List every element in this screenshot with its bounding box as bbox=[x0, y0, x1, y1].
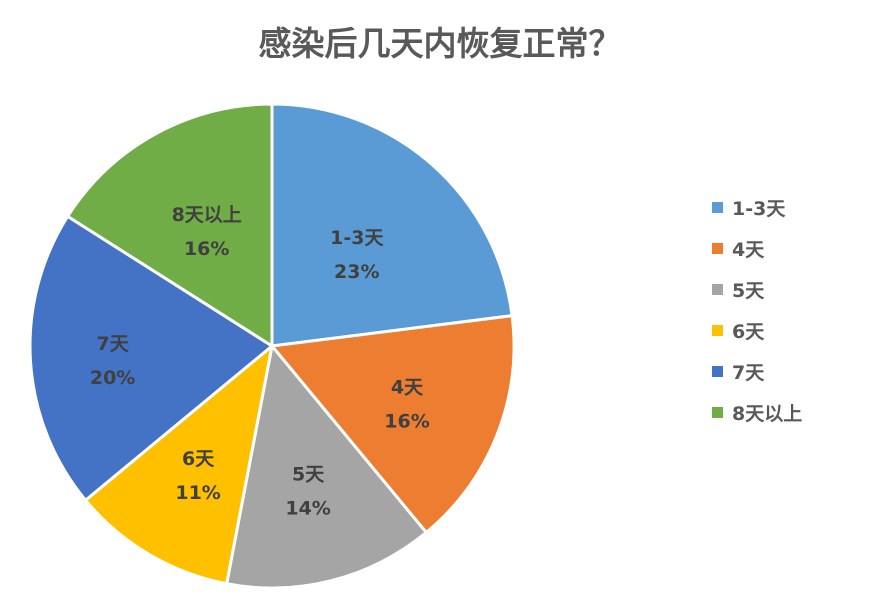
slice-percent-label: 16% bbox=[384, 411, 429, 433]
legend-swatch-5 bbox=[712, 366, 723, 377]
legend-label-1: 1-3天 bbox=[732, 198, 786, 220]
legend-swatch-6 bbox=[712, 407, 723, 418]
legend-swatch-2 bbox=[712, 243, 723, 254]
legend-swatch-3 bbox=[712, 284, 723, 295]
pie-slice-3 bbox=[225, 344, 428, 590]
legend-swatch-4 bbox=[712, 325, 723, 336]
pie-slice-labels: 1-3天 23% 4天 16% 5天 14% 6天 11% 7天 20% 8天以上 16% bbox=[90, 204, 430, 519]
pie-slices bbox=[28, 102, 516, 590]
slice-category-label: 1-3天 bbox=[330, 227, 384, 249]
pie-slice-1 bbox=[270, 102, 514, 348]
legend-label-4: 6天 bbox=[732, 321, 765, 343]
slice-category-label: 7天 bbox=[96, 333, 129, 355]
legend-label-6: 8天以上 bbox=[732, 403, 802, 425]
slice-category-label: 8天以上 bbox=[172, 204, 242, 226]
slice-category-label: 4天 bbox=[391, 377, 424, 399]
legend-swatch-1 bbox=[712, 202, 723, 213]
legend-label-5: 7天 bbox=[732, 362, 765, 384]
pie-slice-2 bbox=[270, 314, 516, 534]
slice-category-label: 6天 bbox=[182, 448, 215, 470]
pie-slice-6 bbox=[66, 102, 274, 348]
slice-percent-label: 16% bbox=[184, 238, 229, 260]
legend-label-2: 4天 bbox=[732, 239, 765, 261]
legend: 1-3天 4天 5天 6天 7天 8天以上 bbox=[712, 198, 802, 425]
slice-percent-label: 23% bbox=[334, 261, 379, 283]
slice-percent-label: 20% bbox=[90, 367, 135, 389]
slice-percent-label: 14% bbox=[285, 498, 330, 520]
legend-label-3: 5天 bbox=[732, 280, 765, 302]
pie-slice-4 bbox=[84, 344, 274, 586]
pie-slice-5 bbox=[28, 214, 274, 502]
slice-category-label: 5天 bbox=[292, 464, 325, 486]
chart-title: 感染后几天内恢复正常？ bbox=[259, 24, 622, 63]
slice-percent-label: 11% bbox=[175, 482, 220, 504]
